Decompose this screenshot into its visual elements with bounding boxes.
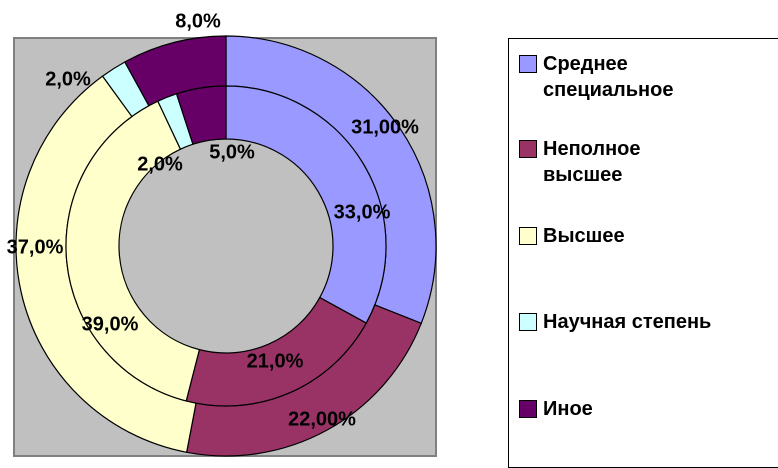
data-label: 33,0% [334, 201, 391, 223]
legend-label: Неполное высшее [543, 138, 641, 186]
chart: 31,00% 22,00% 37,0% 2,0% 8,0% 33,0% 21,0% 39,0%… [7, 10, 437, 457]
ring-segment [225, 85, 387, 324]
legend-swatch [519, 400, 537, 418]
legend-label: Иное [543, 398, 593, 420]
legend-label: Среднее специальное [543, 53, 674, 101]
legend: Среднее специальное Неполное высшее Высшее… [508, 38, 778, 468]
data-label: 39,0% [82, 313, 139, 335]
legend-item: Неполное высшее [519, 136, 693, 188]
data-label: 21,0% [247, 350, 304, 372]
legend-swatch [519, 140, 537, 158]
ring-segment [65, 100, 201, 402]
data-label: 37,0% [7, 236, 64, 258]
data-label: 22,00% [288, 408, 356, 430]
data-label: 8,0% [175, 10, 221, 32]
legend-label: Высшее [543, 225, 625, 247]
data-label: 31,00% [351, 116, 419, 138]
legend-item: Среднее специальное [519, 51, 693, 103]
legend-item: Высшее [519, 223, 693, 249]
data-label: 2,0% [45, 68, 91, 90]
data-label: 5,0% [209, 141, 255, 163]
legend-label: Научная степень [543, 311, 712, 333]
legend-swatch [519, 313, 537, 331]
data-label: 2,0% [137, 153, 183, 175]
ring-segment [175, 85, 227, 145]
legend-swatch [519, 227, 537, 245]
legend-item: Иное [519, 396, 693, 422]
legend-item: Научная степень [519, 309, 712, 335]
legend-swatch [519, 55, 537, 73]
